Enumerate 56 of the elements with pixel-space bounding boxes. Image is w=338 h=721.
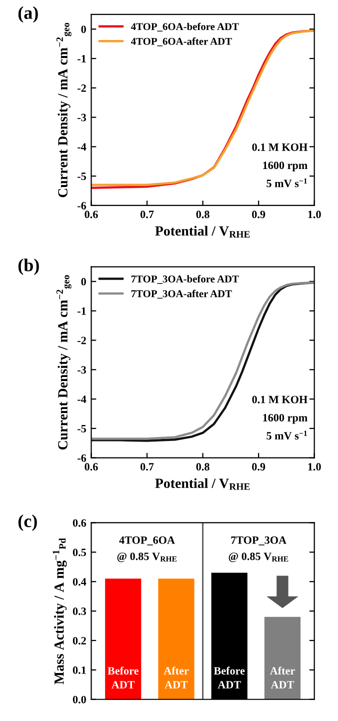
x-tick-label: 0.7 (140, 463, 154, 471)
x-tick-label: 0.8 (196, 463, 210, 471)
text: (c) (18, 514, 37, 531)
text: (b) (18, 258, 39, 275)
y-tick-label: -2 (78, 84, 86, 92)
category-label: Before ADT (108, 666, 138, 688)
x-axis-title: Potential / V$_{RHE}$ (155, 478, 250, 490)
category-label: After ADT (164, 666, 189, 688)
y-tick-label: -6 (78, 202, 86, 210)
y-tick-label: 0 (81, 278, 86, 286)
y-tick-label: -6 (78, 454, 86, 462)
y-tick-label: 0.1 (72, 666, 86, 674)
x-tick-label: 1.0 (308, 210, 321, 218)
y-axis-title: Current Density / mA cm$^{−2}$$_{geo}$ (56, 275, 72, 450)
y-axis-title: Current Density / mA cm$^{−2}$$_{geo}$ (56, 22, 72, 198)
annotation: 1600 rpm (263, 414, 308, 424)
y-tick-label: 0.6 (72, 519, 86, 527)
y-tick-label: -5 (78, 425, 86, 432)
y-tick-label: -4 (78, 396, 86, 403)
category-label: Before ADT (214, 666, 245, 688)
annotation: 0.1 M KOH (252, 143, 308, 151)
y-tick-label: -1 (78, 307, 86, 315)
category-label: After ADT (270, 666, 295, 688)
y-tick-label: 0.5 (72, 548, 86, 556)
y-axis-title: Mass Activity / A mg$^{−1}$$_{Pd}$ (52, 538, 67, 684)
x-tick-label: 0.7 (140, 210, 154, 218)
y-tick-label: -2 (78, 336, 86, 344)
legend-label: 4TOP_6OA-before ADT (130, 22, 239, 32)
legend-label: 7TOP_3OA-after ADT (131, 290, 232, 299)
annotation: 0.1 M KOH (252, 396, 308, 404)
y-tick-label: 0.3 (72, 608, 86, 616)
y-tick-label: -3 (78, 366, 86, 374)
y-tick-label: 0.4 (72, 578, 86, 586)
bar (158, 578, 194, 700)
bar (264, 616, 301, 700)
legend-label: 7TOP_3OA-before ADT (131, 275, 239, 284)
x-axis-title: Potential / V$_{RHE}$ (155, 226, 250, 238)
x-tick-label: 1.0 (308, 463, 321, 471)
y-tick-label: -3 (78, 114, 86, 122)
y-tick-label: -5 (78, 172, 86, 180)
text: (a) (18, 6, 38, 23)
x-tick-label: 0.9 (252, 210, 266, 218)
legend-label: 4TOP_6OA-after ADT (130, 37, 232, 46)
x-tick-label: 0.8 (196, 210, 210, 218)
annotation: 4TOP_6OA @ 0.85 V$_{RHE}$ (117, 536, 177, 562)
y-tick-label: -4 (78, 143, 86, 151)
bar (105, 578, 142, 700)
annotation: 5 mV s$^{−1}$ (266, 178, 307, 188)
y-tick-label: 0 (81, 26, 86, 34)
y-tick-label: 0.0 (72, 696, 86, 704)
y-tick-label: -1 (78, 55, 86, 62)
x-tick-label: 0.9 (252, 463, 266, 471)
y-tick-label: 0.2 (72, 636, 86, 644)
annotation: 7TOP_3OA @ 0.85 V$_{RHE}$ (228, 536, 288, 562)
annotation: 1600 rpm (263, 162, 308, 172)
annotation: 5 mV s$^{−1}$ (266, 430, 307, 440)
